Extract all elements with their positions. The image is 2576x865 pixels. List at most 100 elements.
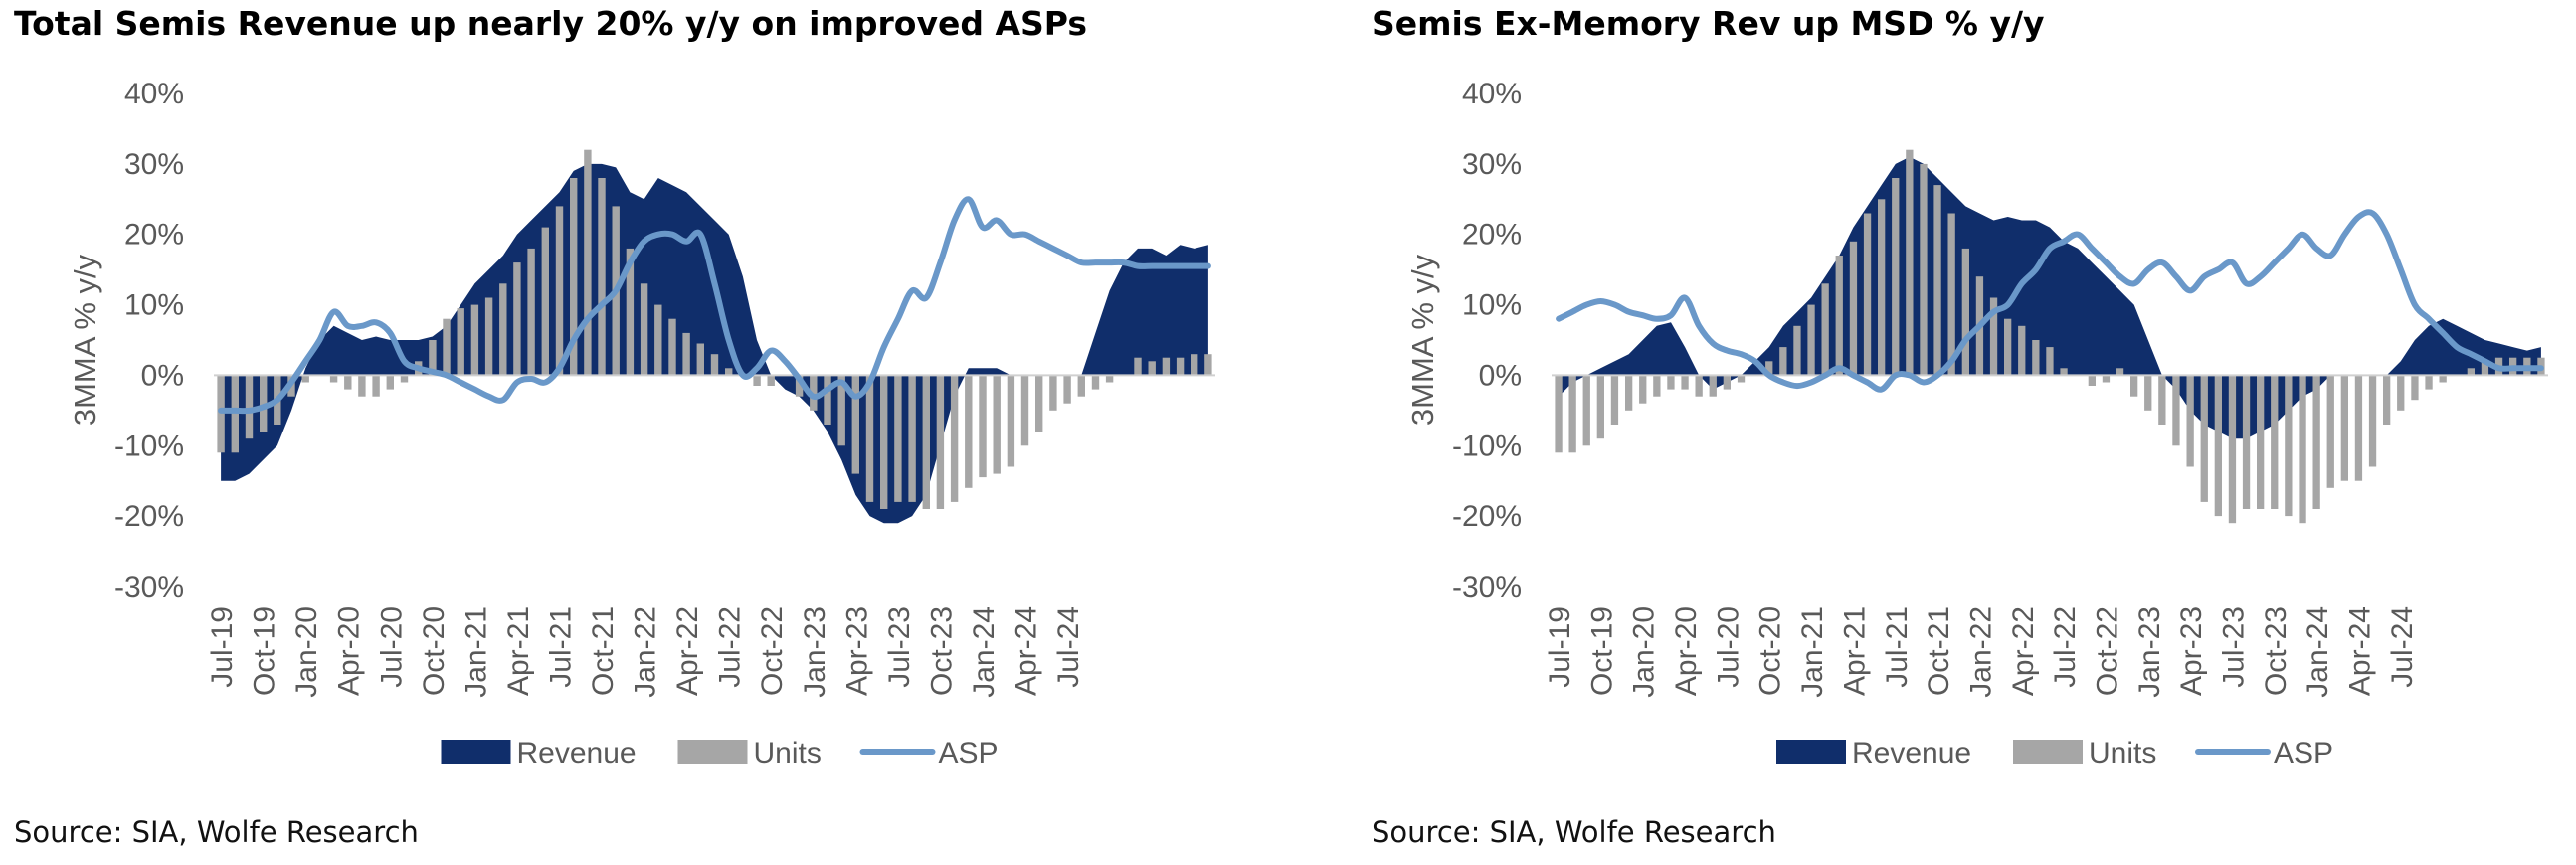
legend-swatch-units <box>677 740 748 764</box>
units-bar <box>2368 375 2377 467</box>
units-bar <box>457 308 464 376</box>
units-bar <box>2004 318 2012 376</box>
units-bar <box>1863 213 1872 376</box>
units-bar <box>499 283 507 376</box>
y-tick-label: -10% <box>1452 430 1522 462</box>
units-bar <box>1555 375 1563 453</box>
units-bar <box>1582 375 1590 446</box>
y-tick-label: 0% <box>1479 359 1522 392</box>
revenue-area <box>221 163 1208 524</box>
x-tick-label: Oct-19 <box>1585 606 1618 696</box>
chart-title: Semis Ex-Memory Rev up MSD % y/y <box>1372 4 2045 43</box>
units-bar <box>1148 361 1156 376</box>
units-bar <box>979 375 987 478</box>
units-bar <box>1695 375 1703 397</box>
x-tick-label: Oct-19 <box>249 606 281 696</box>
units-bar <box>443 318 451 376</box>
units-bar <box>640 283 648 376</box>
units-bar <box>950 375 959 502</box>
units-bar <box>541 227 549 376</box>
units-bar <box>880 375 888 509</box>
units-bar <box>358 375 366 397</box>
legend-label-asp: ASP <box>939 737 999 770</box>
y-tick-label: -20% <box>114 500 184 533</box>
units-bar <box>2018 325 2026 376</box>
y-tick-label: -30% <box>114 571 184 604</box>
legend-label-units: Units <box>754 737 822 770</box>
units-bar <box>2299 375 2306 524</box>
units-bar <box>2397 375 2405 411</box>
y-axis-title: 3MMA % y/y <box>1405 254 1440 426</box>
units-bar <box>1765 361 1773 376</box>
units-bar <box>217 375 225 453</box>
y-tick-label: -10% <box>114 430 184 462</box>
x-tick-label: Jul-24 <box>1052 606 1085 688</box>
units-bar <box>2088 375 2096 386</box>
units-bar <box>936 375 945 509</box>
units-bar <box>795 375 804 397</box>
units-bar <box>1709 375 1717 397</box>
units-bar <box>555 206 564 376</box>
units-bar <box>1091 375 1100 390</box>
x-tick-label: Oct-20 <box>418 606 451 696</box>
chart-title: Total Semis Revenue up nearly 20% y/y on… <box>14 4 1088 43</box>
revenue-area <box>1559 156 2541 439</box>
units-bar <box>2144 375 2152 411</box>
y-tick-label: 0% <box>141 359 184 392</box>
y-tick-label: 20% <box>124 219 184 252</box>
x-tick-label: Oct-23 <box>925 606 958 696</box>
x-tick-label: Apr-23 <box>840 606 873 696</box>
x-tick-label: Oct-22 <box>756 606 789 696</box>
source-note: Source: SIA, Wolfe Research <box>1372 815 1776 849</box>
x-tick-label: Oct-20 <box>1754 606 1787 696</box>
x-tick-label: Jan-21 <box>460 606 492 698</box>
x-tick-label: Jan-24 <box>968 606 1001 698</box>
units-bar <box>570 178 578 376</box>
units-bar <box>1049 375 1057 411</box>
units-bar <box>2411 375 2419 401</box>
y-tick-label: 40% <box>124 78 184 110</box>
y-tick-label: 40% <box>1462 78 1522 110</box>
units-bar <box>2271 375 2279 509</box>
units-bar <box>668 318 676 376</box>
units-bar <box>1667 375 1675 390</box>
units-bar <box>1625 375 1633 411</box>
x-tick-label: Jul-22 <box>714 606 747 688</box>
units-bar <box>2116 368 2124 376</box>
units-bar <box>260 375 268 432</box>
units-bar <box>626 248 635 376</box>
units-bar <box>1723 375 1731 390</box>
x-tick-label: Jan-23 <box>2133 606 2166 698</box>
x-tick-label: Apr-21 <box>502 606 535 696</box>
chart-panel-ex-memory: -30% -20% -10% 0% 10% 20% 30% 40% 3MMA % y/y Jul-… <box>1358 0 2576 865</box>
x-tick-label: Apr-22 <box>2007 606 2040 696</box>
x-tick-label: Oct-23 <box>2260 606 2293 696</box>
units-bar <box>2200 375 2208 502</box>
units-bar <box>1063 375 1071 404</box>
x-tick-label: Apr-23 <box>2175 606 2208 696</box>
x-tick-label: Apr-21 <box>1838 606 1871 696</box>
y-tick-label: -20% <box>1452 500 1522 533</box>
x-tick-label: Oct-21 <box>587 606 620 696</box>
asp-line <box>218 196 1211 415</box>
x-tick-label: Jul-19 <box>1544 606 1576 688</box>
legend-label-units: Units <box>2089 737 2156 770</box>
asp-line <box>1556 209 2544 393</box>
units-bar <box>993 375 1001 474</box>
units-bar <box>1610 375 1619 425</box>
x-tick-label: Apr-24 <box>1011 606 1043 696</box>
units-bar <box>1191 354 1198 376</box>
x-tick-label: Jul-20 <box>1712 606 1745 688</box>
x-tick-label: Jan-22 <box>1964 606 1997 698</box>
x-tick-label: Jul-21 <box>545 606 578 688</box>
units-bar <box>682 332 690 376</box>
x-tick-label: Jul-21 <box>1881 606 1914 688</box>
x-tick-label: Apr-24 <box>2344 606 2377 696</box>
units-bar <box>1779 347 1787 376</box>
legend-label-asp: ASP <box>2274 737 2333 770</box>
units-bar <box>2102 375 2111 383</box>
units-bar <box>2172 375 2180 446</box>
units-bar <box>922 375 930 509</box>
legend-label-revenue: Revenue <box>517 737 637 770</box>
x-tick-label: Jan-22 <box>630 606 662 698</box>
